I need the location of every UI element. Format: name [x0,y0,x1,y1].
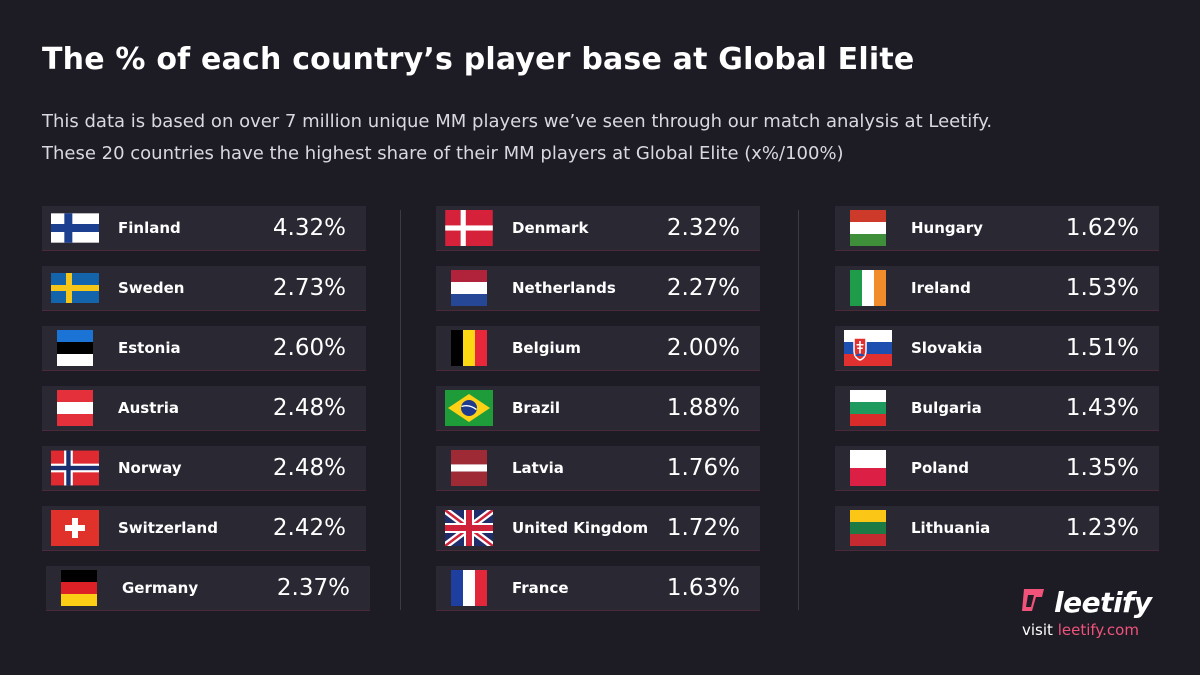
country-column-1: Finland 4.32% Sweden 2.73% Estonia 2.60%… [42,206,370,626]
switzerland-flag-icon [51,510,99,546]
poland-flag-icon [844,450,892,486]
sweden-flag-icon [51,270,99,306]
latvia-flag-icon [445,450,493,486]
country-name: Finland [118,219,181,237]
country-percentage: 1.63% [666,575,740,601]
country-percentage: 2.00% [666,335,740,361]
country-row-slovakia: Slovakia 1.51% [835,326,1159,371]
country-percentage: 2.37% [276,575,350,601]
country-row-estonia: Estonia 2.60% [42,326,366,371]
country-percentage: 2.73% [272,275,346,301]
country-row-switzerland: Switzerland 2.42% [42,506,366,551]
country-name: Switzerland [118,519,218,537]
country-name: Austria [118,399,180,417]
country-name: Denmark [512,219,589,237]
page-title: The % of each country’s player base at G… [42,42,915,77]
country-row-poland: Poland 1.35% [835,446,1159,491]
country-percentage: 4.32% [272,215,346,241]
page-subtitle: This data is based on over 7 million uni… [42,106,1142,170]
finland-flag-icon [51,210,99,246]
country-row-hungary: Hungary 1.62% [835,206,1159,251]
country-percentage: 1.72% [666,515,740,541]
france-flag-icon [445,570,493,606]
slovakia-flag-icon [844,330,892,366]
country-percentage: 2.48% [272,455,346,481]
lithuania-flag-icon [844,510,892,546]
country-row-latvia: Latvia 1.76% [436,446,760,491]
country-percentage: 1.51% [1065,335,1139,361]
estonia-flag-icon [51,330,99,366]
ireland-flag-icon [844,270,892,306]
austria-flag-icon [51,390,99,426]
column-divider [400,210,401,610]
country-percentage: 1.23% [1065,515,1139,541]
country-row-denmark: Denmark 2.32% [436,206,760,251]
country-row-ireland: Ireland 1.53% [835,266,1159,311]
country-name: Latvia [512,459,564,477]
subtitle-line-1: This data is based on over 7 million uni… [42,111,993,132]
country-percentage: 2.48% [272,395,346,421]
brazil-flag-icon [445,390,493,426]
country-percentage: 1.62% [1065,215,1139,241]
brand-name: leetify [1054,586,1152,619]
country-percentage: 1.53% [1065,275,1139,301]
country-row-brazil: Brazil 1.88% [436,386,760,431]
norway-flag-icon [51,450,99,486]
country-name: Norway [118,459,182,477]
column-divider [798,210,799,610]
country-row-austria: Austria 2.48% [42,386,366,431]
country-name: France [512,579,569,597]
country-name: Slovakia [911,339,983,357]
denmark-flag-icon [445,210,493,246]
country-name: Sweden [118,279,185,297]
visit-website: visit leetify.com [1022,621,1139,639]
netherlands-flag-icon [445,270,493,306]
country-row-lithuania: Lithuania 1.23% [835,506,1159,551]
subtitle-line-2: These 20 countries have the highest shar… [42,143,844,164]
country-name: United Kingdom [512,519,649,537]
country-row-belgium: Belgium 2.00% [436,326,760,371]
country-row-bulgaria: Bulgaria 1.43% [835,386,1159,431]
country-percentage: 1.43% [1065,395,1139,421]
visit-prefix: visit [1022,621,1053,639]
country-name: Netherlands [512,279,616,297]
country-name: Brazil [512,399,560,417]
brand-logo[interactable]: leetify [1018,586,1152,619]
belgium-flag-icon [445,330,493,366]
country-name: Bulgaria [911,399,982,417]
country-percentage: 2.27% [666,275,740,301]
country-name: Germany [122,579,199,597]
country-row-sweden: Sweden 2.73% [42,266,366,311]
country-column-3: Hungary 1.62% Ireland 1.53% Slovakia 1.5… [835,206,1161,566]
country-row-germany: Germany 2.37% [46,566,370,611]
country-name: Estonia [118,339,181,357]
country-percentage: 1.88% [666,395,740,421]
country-percentage: 2.60% [272,335,346,361]
country-row-united-kingdom: United Kingdom 1.72% [436,506,760,551]
leetify-logo-icon [1018,587,1048,618]
country-name: Belgium [512,339,581,357]
country-percentage: 1.35% [1065,455,1139,481]
country-row-norway: Norway 2.48% [42,446,366,491]
country-percentage: 1.76% [666,455,740,481]
country-row-finland: Finland 4.32% [42,206,366,251]
country-row-netherlands: Netherlands 2.27% [436,266,760,311]
country-percentage: 2.32% [666,215,740,241]
country-column-2: Denmark 2.32% Netherlands 2.27% Belgium … [436,206,762,626]
website-link[interactable]: leetify.com [1057,621,1139,639]
country-name: Hungary [911,219,983,237]
country-name: Poland [911,459,969,477]
united-kingdom-flag-icon [445,510,493,546]
germany-flag-icon [55,570,103,606]
country-name: Ireland [911,279,971,297]
country-name: Lithuania [911,519,991,537]
bulgaria-flag-icon [844,390,892,426]
country-row-france: France 1.63% [436,566,760,611]
hungary-flag-icon [844,210,892,246]
country-percentage: 2.42% [272,515,346,541]
